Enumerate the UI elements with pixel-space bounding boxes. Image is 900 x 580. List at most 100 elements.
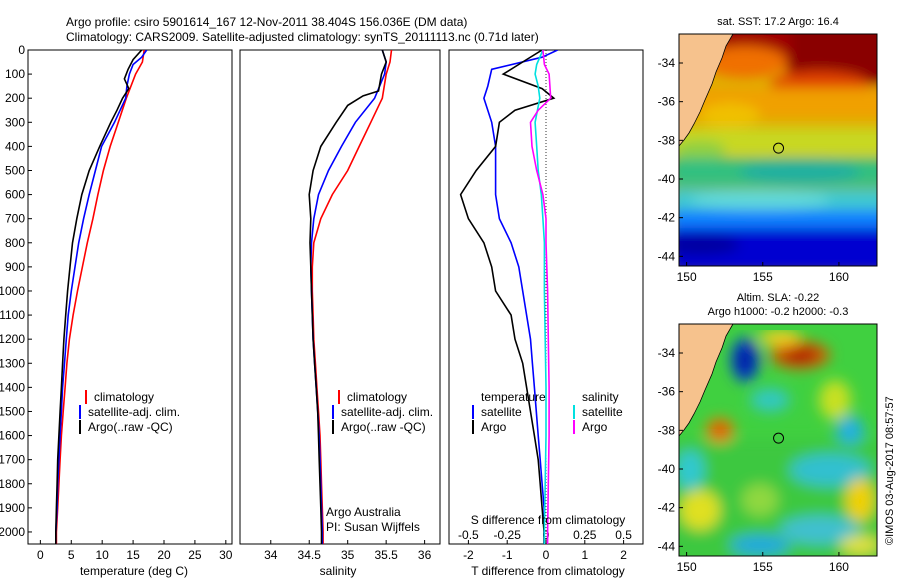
x-tick-label: 5 xyxy=(68,548,75,562)
figure-title-line2: Climatology: CARS2009. Satellite-adjuste… xyxy=(66,30,539,44)
lon-tick-label: 155 xyxy=(753,560,773,574)
depth-tick-label: 1600 xyxy=(0,429,25,443)
temperature-xlabel: temperature (deg C) xyxy=(80,564,188,578)
difference-legend: temperature satellite Argo salinity sate… xyxy=(472,390,623,434)
depth-tick-label: 2000 xyxy=(0,525,25,539)
legend-climatology-label: climatology xyxy=(347,390,407,404)
x-tick-label: 35.5 xyxy=(374,548,398,562)
x-tick-label: 36 xyxy=(418,548,432,562)
lat-tick-label: -34 xyxy=(658,56,676,70)
depth-tick-label: 400 xyxy=(5,139,25,153)
legend-satellite-label: satellite-adj. clim. xyxy=(341,405,433,419)
depth-tick-label: 1300 xyxy=(0,356,25,370)
argo-location-marker xyxy=(773,432,785,444)
temperature-plot-frame xyxy=(27,49,233,545)
series-line-satellite-adj-clim- xyxy=(309,50,388,544)
land-mass xyxy=(679,324,733,436)
lat-tick-label: -34 xyxy=(658,346,676,360)
legend-t-satellite-label: satellite xyxy=(481,405,522,419)
x-tick-label: 0 xyxy=(543,548,550,562)
lat-tick-label: -42 xyxy=(658,211,676,225)
series-line-argo-raw-qc- xyxy=(308,50,388,544)
x-tick-label: -1 xyxy=(502,548,513,562)
depth-tick-label: 1100 xyxy=(0,308,25,322)
depth-tick-label: 800 xyxy=(5,236,25,250)
x-tick-label: 1 xyxy=(581,548,588,562)
lat-tick-label: -38 xyxy=(658,423,676,437)
s-diff-tick-label: 0 xyxy=(543,528,550,542)
depth-tick-label: 1700 xyxy=(0,453,25,467)
lon-tick-label: 150 xyxy=(677,270,697,284)
legend-temperature-heading: temperature xyxy=(481,390,546,404)
sst-map-image xyxy=(679,34,877,266)
legend-argo-label: Argo(..raw -QC) xyxy=(88,420,173,434)
depth-tick-label: 600 xyxy=(5,188,25,202)
sla-map-title: Altim. SLA: -0.22 xyxy=(737,292,820,304)
x-tick-label: 10 xyxy=(96,548,110,562)
salinity-legend: climatology satellite-adj. clim. Argo(..… xyxy=(326,390,433,534)
series-line-temperature-satellite xyxy=(483,50,558,544)
lon-tick-label: 155 xyxy=(753,270,773,284)
sst-map-frame xyxy=(678,33,878,267)
coastline xyxy=(679,324,734,437)
depth-axis: 0 100 200 300 400 500 600 700 800 900 1000 1100 1200… xyxy=(0,43,32,539)
legend-s-satellite-label: satellite xyxy=(582,405,623,419)
lon-tick-label: 160 xyxy=(829,560,849,574)
lat-tick-label: -44 xyxy=(658,539,676,553)
legend-s-argo-label: Argo xyxy=(582,420,608,434)
series-line-salinity-satellite xyxy=(534,50,547,544)
depth-tick-label: 900 xyxy=(5,260,25,274)
depth-tick-label: 1800 xyxy=(0,477,25,491)
lat-tick-label: -38 xyxy=(658,133,676,147)
argo-location-marker xyxy=(773,142,785,154)
x-tick-label: 20 xyxy=(157,548,171,562)
salinity-series xyxy=(308,50,393,544)
sst-map-title: sat. SST: 17.2 Argo: 16.4 xyxy=(717,16,839,28)
figure-title-line1: Argo profile: csiro 5901614_167 12-Nov-2… xyxy=(66,15,467,29)
imos-credit: ©IMOS 03-Aug-2017 08:57:57 xyxy=(884,396,896,545)
x-tick-label: 0 xyxy=(37,548,44,562)
depth-tick-label: 0 xyxy=(18,43,25,57)
depth-tick-label: 700 xyxy=(5,212,25,226)
depth-tick-label: 1200 xyxy=(0,332,25,346)
depth-tick-label: 1400 xyxy=(0,380,25,394)
temperature-legend: climatology satellite-adj. clim. Argo(..… xyxy=(79,390,180,434)
salinity-xlabel: salinity xyxy=(320,564,357,578)
depth-tick-label: 1900 xyxy=(0,501,25,515)
s-diff-tick-label: -0.25 xyxy=(494,528,522,542)
x-tick-label: 25 xyxy=(188,548,202,562)
depth-tick-label: 1000 xyxy=(0,284,25,298)
sla-map-subtitle: Argo h1000: -0.2 h2000: -0.3 xyxy=(708,306,849,318)
salinity-x-axis: 34 34.5 35 35.5 36 xyxy=(264,540,432,562)
difference-series xyxy=(459,50,558,544)
series-line-argo-raw-qc- xyxy=(55,50,143,544)
coastline xyxy=(679,34,734,147)
s-difference-x-axis: -0.5 -0.25 0 0.25 0.5 xyxy=(458,528,632,542)
x-tick-label: 2 xyxy=(620,548,627,562)
x-tick-label: 34.5 xyxy=(298,548,322,562)
series-line-temperature-argo xyxy=(459,50,556,544)
s-diff-tick-label: 0.25 xyxy=(573,528,597,542)
series-line-climatology xyxy=(311,50,393,544)
legend-argo-label: Argo(..raw -QC) xyxy=(341,420,426,434)
temperature-x-axis: 0 5 10 15 20 25 30 xyxy=(37,540,233,562)
legend-salinity-heading: salinity xyxy=(582,390,619,404)
lon-tick-label: 160 xyxy=(829,270,849,284)
depth-tick-label: 300 xyxy=(5,115,25,129)
lat-tick-label: -42 xyxy=(658,501,676,515)
s-diff-tick-label: 0.5 xyxy=(615,528,632,542)
lat-tick-label: -36 xyxy=(658,95,676,109)
x-tick-label: 30 xyxy=(219,548,233,562)
t-difference-xlabel: T difference from climatology xyxy=(471,564,625,578)
lat-tick-label: -36 xyxy=(658,385,676,399)
series-line-satellite-adj-clim- xyxy=(55,50,148,544)
argo-australia-label: Argo Australia xyxy=(326,505,401,519)
legend-t-argo-label: Argo xyxy=(481,420,507,434)
sla-map-image xyxy=(679,324,877,556)
x-tick-label: 35 xyxy=(341,548,355,562)
legend-climatology-label: climatology xyxy=(94,390,154,404)
depth-tick-label: 500 xyxy=(5,163,25,177)
